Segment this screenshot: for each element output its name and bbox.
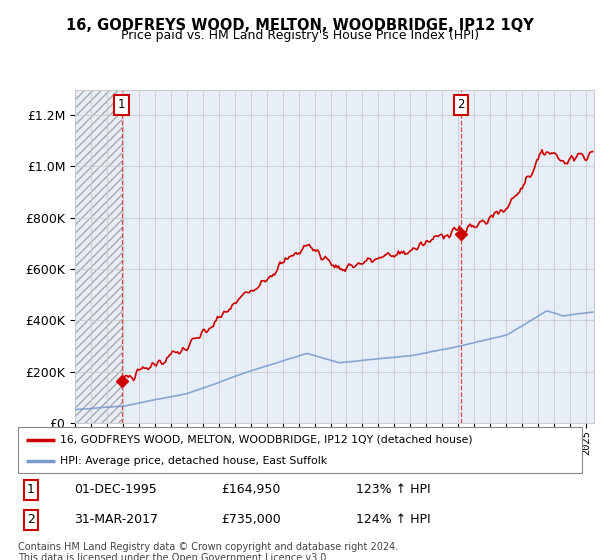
- Text: 16, GODFREYS WOOD, MELTON, WOODBRIDGE, IP12 1QY (detached house): 16, GODFREYS WOOD, MELTON, WOODBRIDGE, I…: [60, 435, 473, 445]
- Text: 2: 2: [27, 514, 35, 526]
- Text: 1: 1: [118, 98, 125, 111]
- Text: Contains HM Land Registry data © Crown copyright and database right 2024.
This d: Contains HM Land Registry data © Crown c…: [18, 542, 398, 560]
- Text: £735,000: £735,000: [221, 514, 281, 526]
- Bar: [75, 90, 122, 423]
- Text: 123% ↑ HPI: 123% ↑ HPI: [356, 483, 431, 496]
- Text: 124% ↑ HPI: 124% ↑ HPI: [356, 514, 431, 526]
- FancyBboxPatch shape: [18, 427, 582, 473]
- Text: 01-DEC-1995: 01-DEC-1995: [74, 483, 157, 496]
- Text: 1: 1: [27, 483, 35, 496]
- Text: HPI: Average price, detached house, East Suffolk: HPI: Average price, detached house, East…: [60, 456, 328, 466]
- Text: 2: 2: [457, 98, 464, 111]
- Text: 31-MAR-2017: 31-MAR-2017: [74, 514, 158, 526]
- Text: £164,950: £164,950: [221, 483, 280, 496]
- Text: Price paid vs. HM Land Registry's House Price Index (HPI): Price paid vs. HM Land Registry's House …: [121, 29, 479, 42]
- Text: 16, GODFREYS WOOD, MELTON, WOODBRIDGE, IP12 1QY: 16, GODFREYS WOOD, MELTON, WOODBRIDGE, I…: [66, 18, 534, 34]
